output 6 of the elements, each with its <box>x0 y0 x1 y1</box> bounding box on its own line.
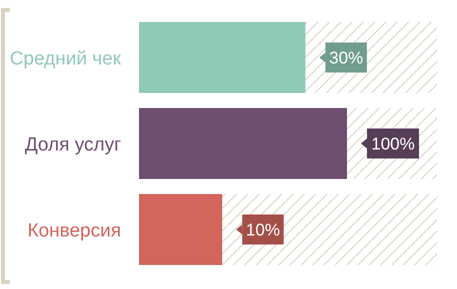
y-tick-label: Средний чек <box>10 48 122 70</box>
y-tick-label: Конверсия <box>27 220 121 242</box>
text: 100% <box>371 134 415 154</box>
annotation: 10% <box>246 220 280 240</box>
y-tick-label: Доля услуг <box>24 134 122 156</box>
annotation: 30% <box>329 48 364 68</box>
